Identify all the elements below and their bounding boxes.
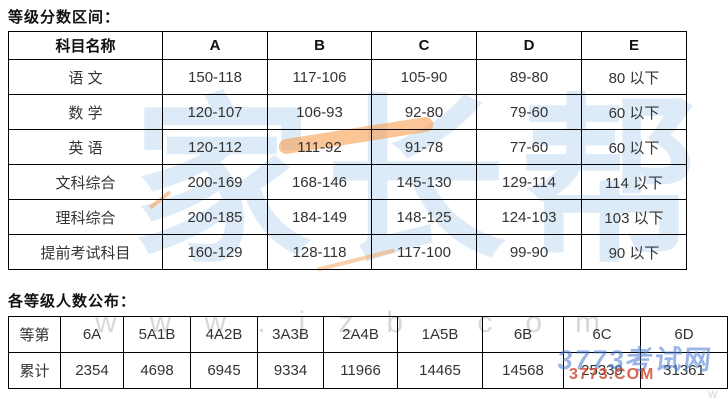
score-col-header: E [581,31,687,60]
score-range-cell: 168-146 [267,164,372,200]
total-cell: 9334 [257,352,324,389]
subject-cell: 数 学 [8,94,163,130]
score-range-cell: 124-103 [476,199,582,235]
score-range-cell: 77-60 [476,129,582,165]
score-range-cell: 120-107 [162,94,268,130]
score-range-cell: 120-112 [162,129,268,165]
grade-label-cell: 等第 [8,316,61,353]
score-range-cell: 60 以下 [581,94,687,130]
grade-cell: 6B [482,316,564,353]
subject-cell: 提前考试科目 [8,234,163,270]
score-range-cell: 145-130 [371,164,477,200]
score-range-cell: 90 以下 [581,234,687,270]
grade-cell: 6A [60,316,124,353]
score-range-cell: 89-80 [476,59,582,95]
score-range-cell: 200-169 [162,164,268,200]
score-header-row: 科目名称 A B C D E [8,31,687,60]
score-range-cell: 111-92 [267,129,372,165]
grade-row: 等第 6A 5A1B 4A2B 3A3B 2A4B 1A5B 6B 6C 6D [8,316,728,353]
grade-counts-table: 等第 6A 5A1B 4A2B 3A3B 2A4B 1A5B 6B 6C 6D … [8,316,728,389]
score-range-cell: 92-80 [371,94,477,130]
total-cell: 2354 [60,352,124,389]
score-range-cell: 99-90 [476,234,582,270]
score-range-cell: 184-149 [267,199,372,235]
score-range-cell: 106-93 [267,94,372,130]
total-row: 累计 2354 4698 6945 9334 11966 14465 14568… [8,352,728,389]
grade-cell: 5A1B [123,316,191,353]
table-row: 数 学 120-107 106-93 92-80 79-60 60 以下 [8,94,687,130]
subject-cell: 理科综合 [8,199,163,235]
score-range-cell: 105-90 [371,59,477,95]
grade-cell: 4A2B [190,316,258,353]
score-range-cell: 117-100 [371,234,477,270]
subject-cell: 文科综合 [8,164,163,200]
total-cell: 4698 [123,352,191,389]
score-range-cell: 128-118 [267,234,372,270]
total-cell: 6945 [190,352,258,389]
score-intervals-table: 科目名称 A B C D E 语 文 150-118 117-106 105-9… [8,31,687,270]
score-range-cell: 129-114 [476,164,582,200]
subject-cell: 英 语 [8,129,163,165]
score-range-cell: 91-78 [371,129,477,165]
grade-counts-title: 各等级人数公布： [8,293,137,310]
total-cell: 31361 [640,352,728,389]
score-range-cell: 80 以下 [581,59,687,95]
grade-cell: 1A5B [397,316,483,353]
score-range-cell: 114 以下 [581,164,687,200]
grade-cell: 6D [640,316,728,353]
total-cell: 14568 [482,352,564,389]
total-cell: 11966 [323,352,398,389]
table-row: 英 语 120-112 111-92 91-78 77-60 60 以下 [8,129,687,165]
score-intervals-title: 等级分数区间： [8,9,121,26]
score-range-cell: 79-60 [476,94,582,130]
table-row: 文科综合 200-169 168-146 145-130 129-114 114… [8,164,687,200]
score-col-header: A [162,31,268,60]
score-range-cell: 160-129 [162,234,268,270]
score-col-header: 科目名称 [8,31,163,60]
score-range-cell: 148-125 [371,199,477,235]
score-range-cell: 200-185 [162,199,268,235]
table-row: 理科综合 200-185 184-149 148-125 124-103 103… [8,199,687,235]
total-label-cell: 累计 [8,352,61,389]
table-row: 提前考试科目 160-129 128-118 117-100 99-90 90 … [8,234,687,270]
subject-cell: 语 文 [8,59,163,95]
total-cell: 25339 [563,352,641,389]
total-cell: 14465 [397,352,483,389]
score-range-cell: 103 以下 [581,199,687,235]
score-col-header: C [371,31,477,60]
grade-cell: 3A3B [257,316,324,353]
score-range-cell: 60 以下 [581,129,687,165]
table-row: 语 文 150-118 117-106 105-90 89-80 80 以下 [8,59,687,95]
grade-cell: 6C [563,316,641,353]
score-col-header: D [476,31,582,60]
score-col-header: B [267,31,372,60]
score-range-cell: 150-118 [162,59,268,95]
grade-cell: 2A4B [323,316,398,353]
score-range-cell: 117-106 [267,59,372,95]
